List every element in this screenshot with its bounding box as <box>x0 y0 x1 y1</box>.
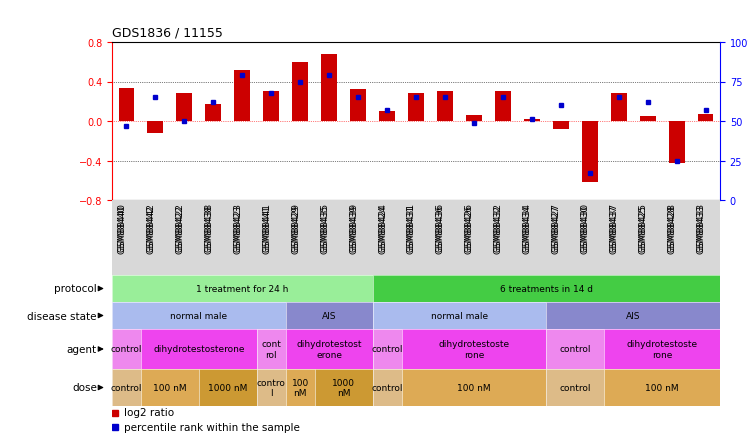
Text: GDS1836 / 11155: GDS1836 / 11155 <box>112 26 223 39</box>
Bar <box>118 89 135 122</box>
Bar <box>640 117 655 122</box>
Text: GSM88430: GSM88430 <box>580 204 589 253</box>
Text: control: control <box>560 383 591 392</box>
Text: control: control <box>111 383 142 392</box>
Text: 100
nM: 100 nM <box>292 378 309 397</box>
Text: GSM88435: GSM88435 <box>320 203 329 252</box>
Text: GSM88440: GSM88440 <box>117 204 126 253</box>
Text: GSM88436: GSM88436 <box>436 203 445 252</box>
Text: GSM88436: GSM88436 <box>436 204 445 253</box>
Text: GSM88442: GSM88442 <box>147 204 156 253</box>
Text: GSM88440: GSM88440 <box>117 203 126 252</box>
Bar <box>206 105 221 122</box>
Text: GSM88437: GSM88437 <box>610 203 619 252</box>
Text: GSM88434: GSM88434 <box>523 203 532 252</box>
Text: 100 nM: 100 nM <box>646 383 679 392</box>
Text: GSM88425: GSM88425 <box>639 204 648 253</box>
Text: GSM88429: GSM88429 <box>291 204 300 253</box>
Text: 6 treatments in 14 d: 6 treatments in 14 d <box>500 284 592 293</box>
Text: GSM88423: GSM88423 <box>233 204 242 253</box>
Text: contro
l: contro l <box>257 378 286 397</box>
Text: GSM88435: GSM88435 <box>320 204 329 253</box>
Text: GSM88439: GSM88439 <box>349 203 358 252</box>
Text: GSM88441: GSM88441 <box>263 204 272 253</box>
Text: GSM88428: GSM88428 <box>667 203 677 252</box>
Text: GSM88425: GSM88425 <box>639 203 648 252</box>
Text: GSM88427: GSM88427 <box>552 203 561 252</box>
Text: GSM88426: GSM88426 <box>465 203 474 252</box>
Bar <box>350 90 366 122</box>
Text: 1000 nM: 1000 nM <box>208 383 248 392</box>
Text: GSM88423: GSM88423 <box>233 203 242 252</box>
Text: control: control <box>560 345 591 354</box>
Bar <box>321 55 337 122</box>
Bar <box>408 94 424 122</box>
Text: normal male: normal male <box>171 311 227 320</box>
Text: GSM88424: GSM88424 <box>378 204 387 253</box>
Bar <box>610 94 627 122</box>
Bar <box>292 62 308 122</box>
Bar <box>553 122 568 130</box>
Text: GSM88431: GSM88431 <box>407 204 416 253</box>
Text: GSM88433: GSM88433 <box>696 203 705 252</box>
Text: dihydrotestoste
rone: dihydrotestoste rone <box>627 339 698 359</box>
Text: agent: agent <box>67 344 96 354</box>
Text: disease state: disease state <box>27 311 96 321</box>
Text: GSM88439: GSM88439 <box>349 204 358 253</box>
Text: GSM88429: GSM88429 <box>291 203 300 252</box>
Text: dihydrotestost
erone: dihydrotestost erone <box>296 339 362 359</box>
Text: GSM88438: GSM88438 <box>204 203 213 252</box>
Text: AIS: AIS <box>626 311 640 320</box>
Text: GSM88433: GSM88433 <box>696 204 705 253</box>
Text: dihydrotestoste
rone: dihydrotestoste rone <box>438 339 509 359</box>
Text: GSM88437: GSM88437 <box>610 204 619 253</box>
Text: 1 treatment for 24 h: 1 treatment for 24 h <box>196 284 289 293</box>
Text: GSM88422: GSM88422 <box>175 203 184 252</box>
Bar <box>147 122 163 134</box>
Text: control: control <box>371 383 402 392</box>
Text: GSM88432: GSM88432 <box>494 203 503 252</box>
Bar <box>495 92 511 122</box>
Bar <box>582 122 598 183</box>
Bar <box>379 112 395 122</box>
Text: GSM88441: GSM88441 <box>263 203 272 252</box>
Bar <box>263 92 279 122</box>
Text: protocol: protocol <box>54 284 96 294</box>
Text: normal male: normal male <box>431 311 488 320</box>
Text: GSM88431: GSM88431 <box>407 203 416 252</box>
Text: GSM88426: GSM88426 <box>465 204 474 253</box>
Bar <box>177 94 192 122</box>
Text: dihydrotestosterone: dihydrotestosterone <box>153 345 245 354</box>
Text: GSM88432: GSM88432 <box>494 204 503 253</box>
Text: percentile rank within the sample: percentile rank within the sample <box>124 422 300 432</box>
Text: GSM88427: GSM88427 <box>552 204 561 253</box>
Text: 1000
nM: 1000 nM <box>332 378 355 397</box>
Text: GSM88438: GSM88438 <box>204 204 213 253</box>
Text: control: control <box>371 345 402 354</box>
Text: dose: dose <box>72 383 96 393</box>
Text: GSM88442: GSM88442 <box>147 203 156 252</box>
Bar <box>698 115 714 122</box>
Bar <box>669 122 684 164</box>
Text: 100 nM: 100 nM <box>457 383 491 392</box>
Text: GSM88434: GSM88434 <box>523 204 532 253</box>
Bar <box>524 120 540 122</box>
Text: control: control <box>111 345 142 354</box>
Bar <box>234 70 251 122</box>
Text: cont
rol: cont rol <box>261 339 281 359</box>
Bar <box>437 92 453 122</box>
Text: AIS: AIS <box>322 311 337 320</box>
Text: GSM88428: GSM88428 <box>667 204 677 253</box>
Text: GSM88422: GSM88422 <box>175 204 184 253</box>
Text: log2 ratio: log2 ratio <box>124 408 174 418</box>
Bar <box>466 116 482 122</box>
Text: GSM88424: GSM88424 <box>378 203 387 252</box>
Text: GSM88430: GSM88430 <box>580 203 589 252</box>
Text: 100 nM: 100 nM <box>153 383 187 392</box>
